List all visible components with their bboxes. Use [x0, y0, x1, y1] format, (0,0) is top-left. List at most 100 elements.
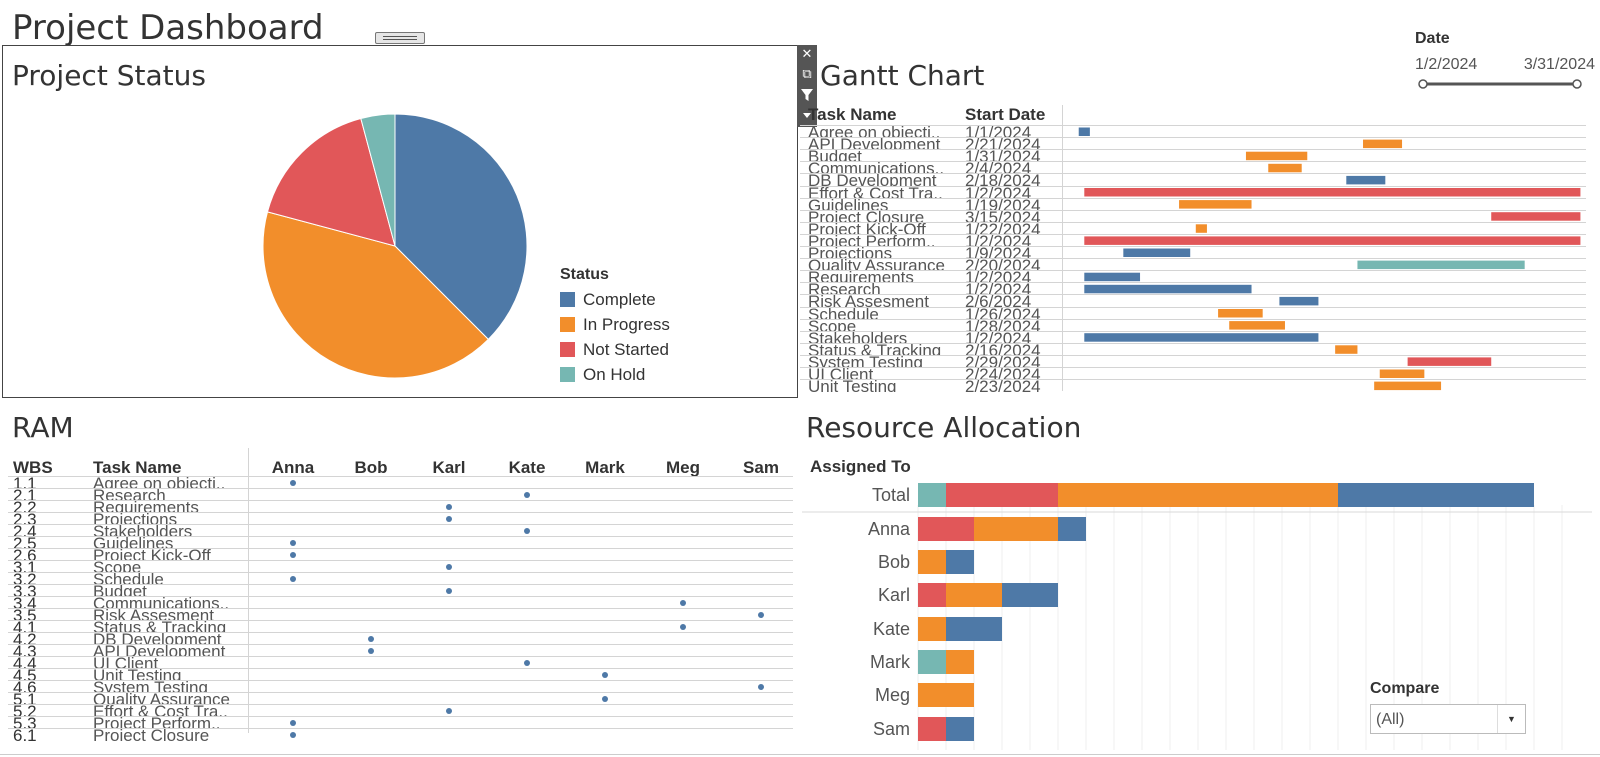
gantt-row[interactable]: Project Kick-Off 1/22/2024 — [800, 221, 1586, 235]
resource-bar-sam-not-started[interactable] — [918, 717, 946, 741]
gantt-bar-project-closure[interactable] — [1491, 212, 1581, 221]
ram-assignment-dot[interactable] — [602, 672, 608, 678]
gantt-row[interactable]: System Testing 2/29/2024 — [800, 354, 1586, 368]
gantt-bar-unit-testing[interactable] — [1374, 381, 1442, 391]
gantt-row[interactable]: Requirements 1/2/2024 — [800, 270, 1586, 283]
ram-assignment-dot[interactable] — [446, 708, 452, 714]
resource-bar-bob-complete[interactable] — [946, 550, 974, 574]
resource-bar-anna-in-progress[interactable] — [974, 517, 1058, 541]
ram-assignment-dot[interactable] — [446, 564, 452, 570]
slider-end-handle[interactable] — [1572, 79, 1582, 89]
ram-assignment-dot[interactable] — [758, 684, 764, 690]
gantt-bar-scope[interactable] — [1229, 321, 1285, 330]
gantt-row[interactable]: Quality Assurance 2/20/2024 — [800, 258, 1586, 271]
resource-bar-bob-in-progress[interactable] — [918, 550, 946, 574]
gantt-row[interactable]: Agree on objecti.. 1/1/2024 — [800, 125, 1586, 138]
dropdown-arrow-icon[interactable] — [797, 105, 817, 125]
resource-bar-karl-not-started[interactable] — [918, 583, 946, 607]
gantt-bar-effort-cost-tra[interactable] — [1084, 188, 1581, 197]
drag-handle-icon[interactable] — [375, 32, 425, 44]
gantt-bar-system-testing[interactable] — [1407, 357, 1492, 366]
ram-row[interactable]: 4.2 DB Development — [8, 632, 793, 645]
gantt-row[interactable]: Scope 1/28/2024 — [800, 318, 1586, 332]
ram-row[interactable]: 3.5 Risk Assesment — [8, 608, 793, 621]
ram-row[interactable]: 5.2 Effort & Cost Tra.. — [8, 704, 793, 717]
gantt-bar-stakeholders[interactable] — [1084, 333, 1319, 342]
ram-row[interactable]: 1.1 Agree on objecti.. — [8, 476, 793, 489]
ram-assignment-dot[interactable] — [290, 552, 296, 558]
legend-item-on-hold[interactable]: On Hold — [560, 362, 670, 387]
chevron-down-icon[interactable]: ▼ — [1497, 705, 1525, 733]
gantt-row[interactable]: DB Development 2/18/2024 — [800, 173, 1586, 186]
resource-bar-meg-in-progress[interactable] — [918, 683, 974, 707]
ram-assignment-dot[interactable] — [758, 612, 764, 618]
ram-row[interactable]: 4.4 UI Client — [8, 656, 793, 669]
gantt-bar-project-perform[interactable] — [1084, 236, 1581, 245]
resource-bar-total-in-progress[interactable] — [1058, 483, 1338, 507]
ram-assignment-dot[interactable] — [680, 600, 686, 606]
gantt-bar-ui-client[interactable] — [1379, 369, 1425, 379]
gantt-row[interactable]: Research 1/2/2024 — [800, 282, 1586, 295]
resource-bar-total-not-started[interactable] — [946, 483, 1058, 507]
gantt-row[interactable]: Project Closure 3/15/2024 — [800, 209, 1586, 223]
ram-row[interactable]: 3.2 Schedule — [8, 572, 793, 585]
gantt-bar-research[interactable] — [1084, 284, 1252, 294]
gantt-bar-requirements[interactable] — [1084, 272, 1141, 282]
ram-assignment-dot[interactable] — [602, 696, 608, 702]
legend-item-in-progress[interactable]: In Progress — [560, 312, 670, 337]
ram-row[interactable]: 2.3 Projections — [8, 512, 793, 525]
resource-bar-anna-complete[interactable] — [1058, 517, 1086, 541]
ram-row[interactable]: 4.3 API Development — [8, 644, 793, 657]
gantt-bar-guidelines[interactable] — [1179, 200, 1252, 209]
gantt-bar-quality-assurance[interactable] — [1357, 260, 1525, 270]
legend-item-complete[interactable]: Complete — [560, 287, 670, 312]
gantt-row[interactable]: Budget 1/31/2024 — [800, 149, 1586, 162]
gantt-row[interactable]: UI Client 2/24/2024 — [800, 367, 1586, 380]
ram-row[interactable]: 5.1 Quality Assurance — [8, 692, 793, 705]
ram-row[interactable]: 4.1 Status & Tracking — [8, 620, 793, 633]
ram-assignment-dot[interactable] — [524, 528, 530, 534]
gantt-row[interactable]: API Development 2/21/2024 — [800, 137, 1586, 150]
gantt-bar-risk-assesment[interactable] — [1279, 296, 1319, 306]
ram-assignment-dot[interactable] — [446, 504, 452, 510]
gantt-row[interactable]: Unit Testing 2/23/2024 — [800, 379, 1586, 392]
gantt-bar-projections[interactable] — [1123, 248, 1191, 258]
gantt-row[interactable]: Communications.. 2/4/2024 — [800, 161, 1586, 174]
gantt-row[interactable]: Risk Assesment 2/6/2024 — [800, 294, 1586, 307]
resource-bar-total-complete[interactable] — [1338, 483, 1534, 507]
gantt-row[interactable]: Effort & Cost Tra.. 1/2/2024 — [800, 185, 1586, 199]
resource-bar-kate-in-progress[interactable] — [918, 617, 946, 641]
ram-assignment-dot[interactable] — [290, 540, 296, 546]
ram-assignment-dot[interactable] — [446, 516, 452, 522]
gantt-bar-budget[interactable] — [1245, 151, 1308, 161]
ram-row[interactable]: 4.6 System Testing — [8, 680, 793, 693]
ram-assignment-dot[interactable] — [368, 648, 374, 654]
project-status-panel[interactable]: Project Status Status Complete In Progres… — [2, 45, 798, 398]
ram-assignment-dot[interactable] — [680, 624, 686, 630]
ram-row[interactable]: 6.1 Project Closure — [8, 728, 793, 741]
ram-row[interactable]: 2.6 Project Kick-Off — [8, 548, 793, 561]
pie-slice-complete[interactable] — [394, 113, 528, 341]
ram-row[interactable]: 5.3 Project Perform.. — [8, 716, 793, 729]
resource-bar-kate-complete[interactable] — [946, 617, 1002, 641]
ram-assignment-dot[interactable] — [368, 636, 374, 642]
ram-row[interactable]: 2.1 Research — [8, 488, 793, 501]
gantt-row[interactable]: Status & Tracking 2/16/2024 — [800, 342, 1586, 356]
resource-bar-karl-in-progress[interactable] — [946, 583, 1002, 607]
ram-assignment-dot[interactable] — [290, 480, 296, 486]
pie-slice-on-hold[interactable] — [360, 113, 396, 247]
ram-row[interactable]: 4.5 Unit Testing — [8, 668, 793, 681]
compare-select[interactable]: (All) ▼ — [1370, 704, 1526, 734]
gantt-bar-status-tracking[interactable] — [1335, 345, 1358, 354]
resource-bar-anna-not-started[interactable] — [918, 517, 974, 541]
gantt-bar-api-development[interactable] — [1363, 139, 1403, 149]
pie-slice-in-progress[interactable] — [262, 211, 490, 379]
gantt-row[interactable]: Stakeholders 1/2/2024 — [800, 330, 1586, 344]
ram-assignment-dot[interactable] — [290, 720, 296, 726]
ram-row[interactable]: 2.4 Stakeholders — [8, 524, 793, 537]
gantt-bar-db-development[interactable] — [1346, 175, 1386, 185]
gantt-bar-project-kick-off[interactable] — [1195, 224, 1207, 233]
pie-slice-not-started[interactable] — [266, 117, 396, 247]
ram-row[interactable]: 3.1 Scope — [8, 560, 793, 573]
external-link-icon[interactable]: ⧉ — [802, 67, 812, 82]
